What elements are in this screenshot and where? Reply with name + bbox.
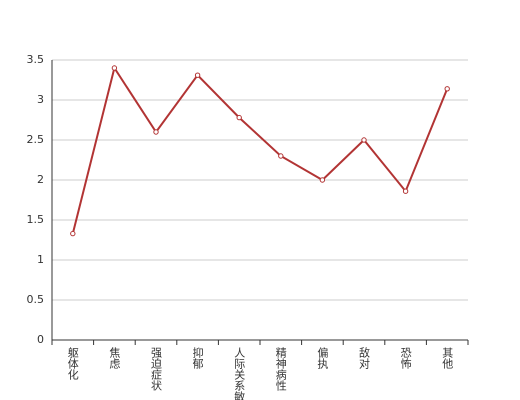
point bbox=[236, 114, 242, 121]
point bbox=[278, 153, 284, 159]
x-tick-label: 焦虑 bbox=[108, 347, 121, 369]
x-tick-label: 人际关系敏感 bbox=[233, 347, 246, 400]
x-tick-label: 躯体化 bbox=[66, 347, 79, 381]
y-tick-label: 0 bbox=[37, 333, 44, 346]
point bbox=[111, 65, 118, 71]
y-tick-label: 1 bbox=[37, 253, 44, 266]
y-tick-label: 2.5 bbox=[27, 133, 45, 146]
y-tick-label: 2 bbox=[37, 173, 44, 186]
x-tick-label: 敌对 bbox=[358, 346, 371, 369]
point bbox=[319, 177, 326, 183]
x-tick-label: 强迫症状 bbox=[150, 347, 163, 391]
point bbox=[444, 86, 450, 92]
y-tick-label: 0.5 bbox=[27, 293, 45, 306]
x-tick-label: 精神病性 bbox=[274, 347, 287, 392]
point bbox=[402, 188, 409, 194]
y-tick-label: 3.5 bbox=[27, 53, 45, 66]
x-tick-label: 抑郁 bbox=[191, 346, 204, 369]
point bbox=[70, 230, 76, 237]
y-tick-label: 1.5 bbox=[27, 213, 45, 226]
y-tick-label: 3 bbox=[37, 93, 44, 106]
point bbox=[194, 72, 201, 78]
x-tick-label: 恐怖 bbox=[399, 347, 412, 369]
point bbox=[153, 129, 159, 135]
x-tick-label: 其他 bbox=[441, 347, 454, 369]
line bbox=[71, 65, 449, 234]
point bbox=[361, 137, 367, 143]
x-tick-label: 偏执 bbox=[316, 346, 329, 370]
